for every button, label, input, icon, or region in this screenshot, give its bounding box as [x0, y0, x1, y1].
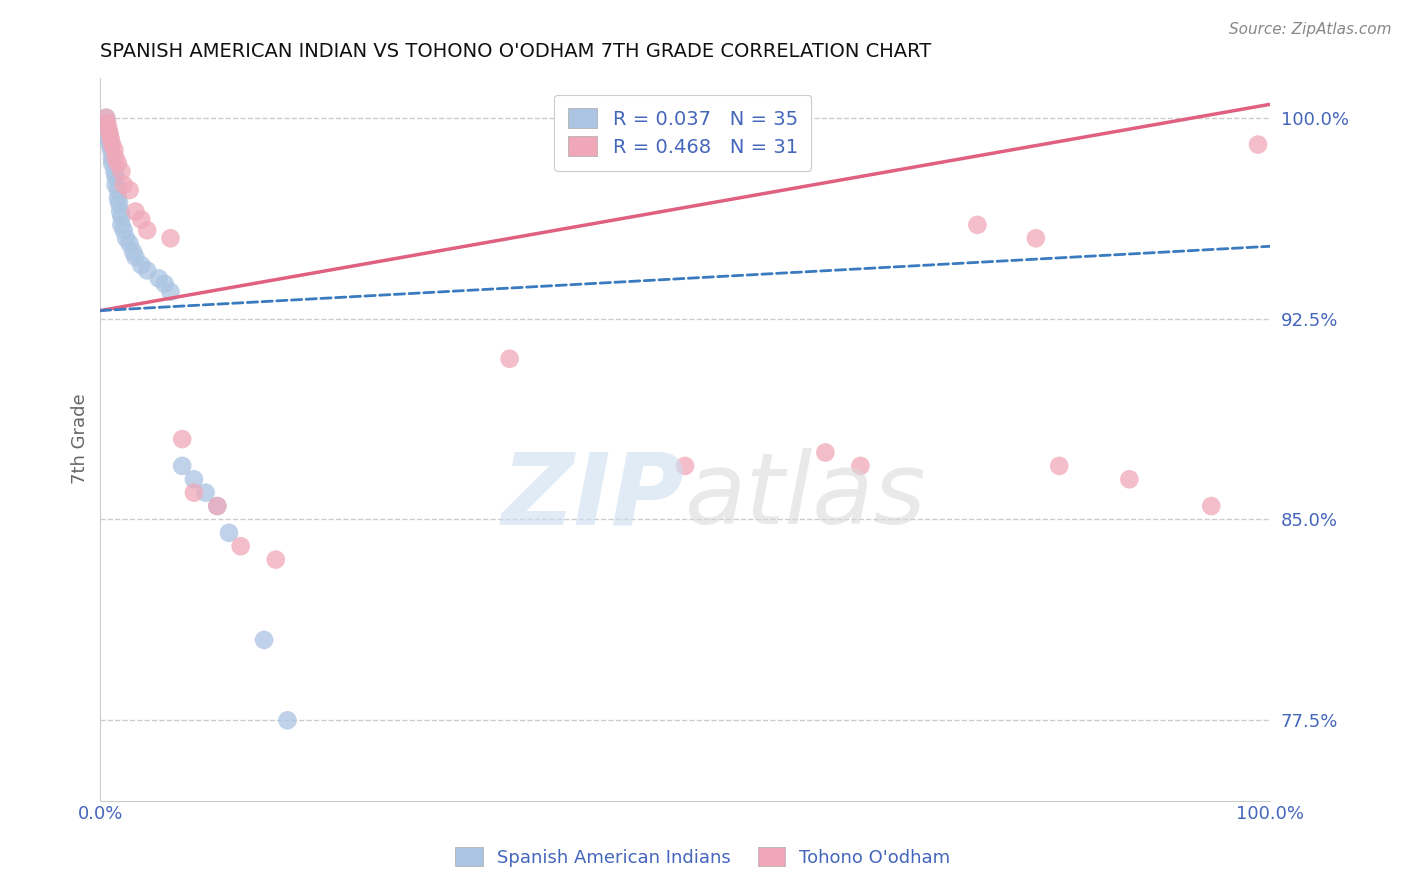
Point	[1199, 499, 1222, 513]
Point	[183, 472, 205, 486]
Point	[112, 178, 135, 192]
Point	[101, 151, 124, 165]
Point	[103, 164, 125, 178]
Legend: R = 0.037   N = 35, R = 0.468   N = 31: R = 0.037 N = 35, R = 0.468 N = 31	[554, 95, 811, 170]
Point	[129, 212, 152, 227]
Point	[253, 632, 276, 647]
Point	[207, 499, 229, 513]
Point	[172, 458, 194, 473]
Point	[849, 458, 872, 473]
Point	[118, 183, 141, 197]
Point	[101, 156, 124, 170]
Point	[110, 210, 132, 224]
Legend: Spanish American Indians, Tohono O'odham: Spanish American Indians, Tohono O'odham	[449, 840, 957, 874]
Point	[183, 485, 205, 500]
Y-axis label: 7th Grade: 7th Grade	[72, 393, 89, 484]
Point	[104, 178, 127, 192]
Point	[97, 127, 120, 141]
Point	[966, 218, 988, 232]
Point	[1025, 231, 1047, 245]
Point	[122, 244, 145, 259]
Point	[100, 132, 122, 146]
Point	[108, 196, 131, 211]
Point	[153, 277, 176, 291]
Point	[1047, 458, 1070, 473]
Point	[172, 432, 194, 446]
Point	[673, 458, 696, 473]
Point	[129, 258, 152, 272]
Point	[207, 499, 229, 513]
Point	[104, 151, 127, 165]
Point	[97, 121, 120, 136]
Point	[159, 231, 181, 245]
Point	[100, 143, 122, 157]
Text: SPANISH AMERICAN INDIAN VS TOHONO O'ODHAM 7TH GRADE CORRELATION CHART: SPANISH AMERICAN INDIAN VS TOHONO O'ODHA…	[100, 42, 932, 61]
Point	[136, 223, 159, 237]
Point	[124, 204, 146, 219]
Point	[98, 127, 121, 141]
Point	[124, 250, 146, 264]
Point	[194, 485, 217, 500]
Point	[814, 445, 837, 459]
Point	[104, 169, 127, 184]
Point	[107, 183, 129, 197]
Point	[96, 116, 118, 130]
Point	[96, 111, 118, 125]
Point	[218, 525, 240, 540]
Point	[96, 121, 118, 136]
Point	[103, 143, 125, 157]
Point	[1247, 137, 1270, 152]
Point	[229, 539, 252, 553]
Point	[110, 204, 132, 219]
Point	[97, 132, 120, 146]
Point	[148, 271, 170, 285]
Point	[118, 236, 141, 251]
Point	[96, 116, 118, 130]
Point	[159, 285, 181, 299]
Text: atlas: atlas	[685, 449, 927, 545]
Point	[96, 111, 118, 125]
Point	[136, 263, 159, 277]
Point	[98, 137, 121, 152]
Point	[264, 552, 287, 566]
Point	[498, 351, 520, 366]
Text: ZIP: ZIP	[502, 449, 685, 545]
Point	[112, 223, 135, 237]
Text: Source: ZipAtlas.com: Source: ZipAtlas.com	[1229, 22, 1392, 37]
Point	[276, 713, 298, 727]
Point	[101, 137, 124, 152]
Point	[115, 231, 138, 245]
Point	[107, 191, 129, 205]
Point	[107, 156, 129, 170]
Point	[110, 218, 132, 232]
Point	[110, 164, 132, 178]
Point	[1118, 472, 1140, 486]
